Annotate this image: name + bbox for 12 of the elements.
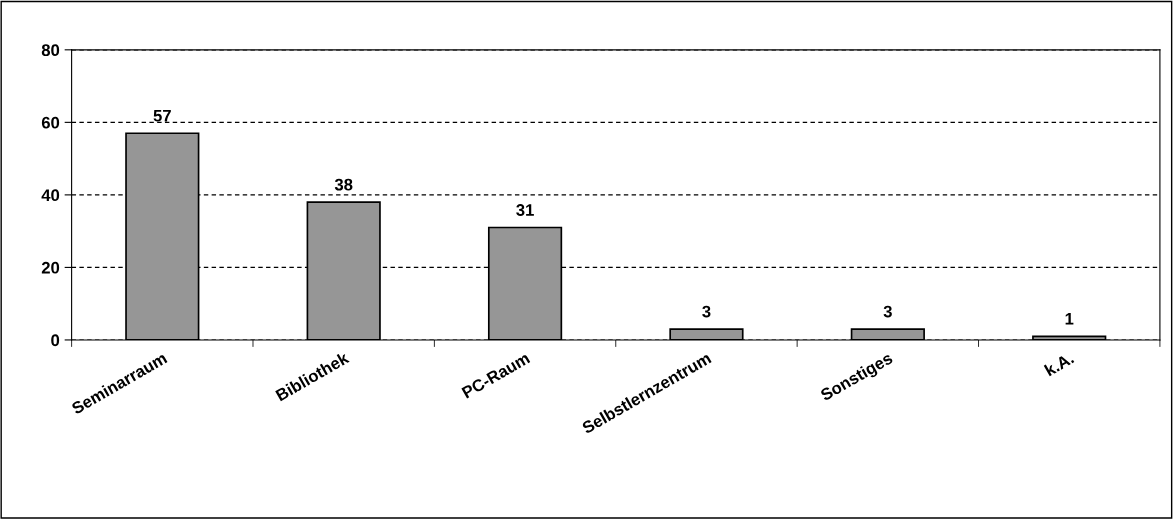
data-label: 31 — [516, 204, 534, 216]
y-tick-label: 60 — [41, 116, 60, 129]
y-tick-label: 20 — [41, 261, 60, 274]
x-tick-label: k.A. — [1043, 351, 1075, 377]
y-tick-label: 40 — [41, 189, 60, 202]
data-label: 57 — [153, 109, 171, 122]
y-tick-label: 0 — [51, 334, 60, 347]
data-label: 1 — [1065, 313, 1074, 325]
data-label: 3 — [702, 305, 711, 318]
data-label: 3 — [883, 305, 892, 318]
data-label: 38 — [334, 178, 353, 191]
y-tick-label: 80 — [41, 44, 60, 57]
